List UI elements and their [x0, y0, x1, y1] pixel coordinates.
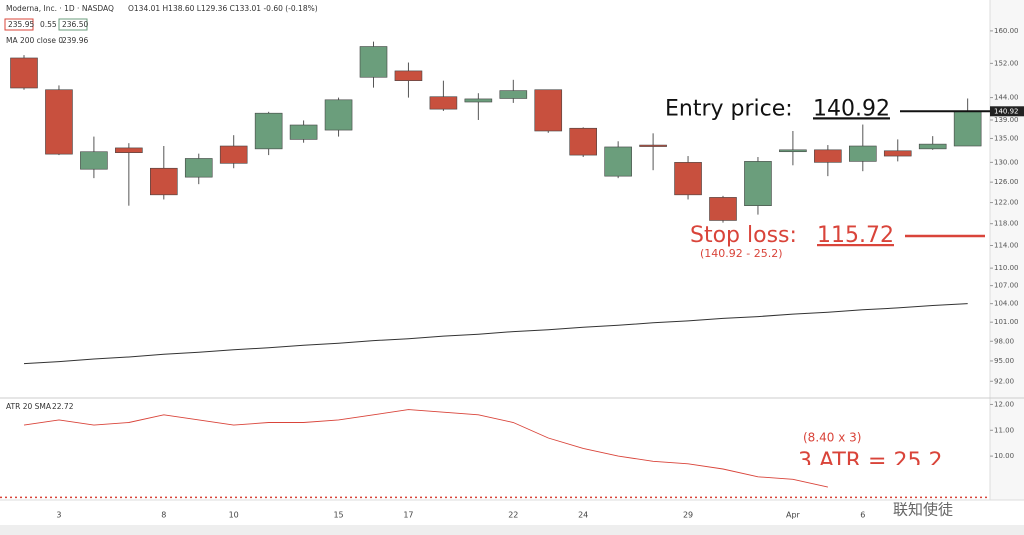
atr-label: 3 ATR = 25.2	[798, 449, 942, 474]
y-tick-label: 98.00	[994, 337, 1014, 345]
candle-body	[45, 89, 73, 155]
price-axis-bg	[990, 0, 1024, 500]
x-tick-label: 17	[403, 511, 413, 520]
candle-body	[80, 151, 108, 170]
candle-body	[499, 90, 528, 99]
candle-body	[604, 146, 632, 177]
ma-line	[23, 303, 968, 365]
y-tick-label: 95.00	[994, 357, 1014, 365]
y-tick-label: 126.00	[994, 178, 1019, 186]
quote: 235.95	[8, 20, 34, 29]
x-tick-label: 3	[56, 511, 61, 520]
candle-body	[359, 46, 388, 78]
y-tick-label: 104.00	[994, 300, 1019, 308]
y-tick-label: 107.00	[994, 282, 1019, 290]
atr-line	[23, 409, 828, 488]
quote-box	[58, 18, 88, 31]
stop-value: 115.72	[817, 223, 894, 248]
atr-legend-value: 22.72	[52, 402, 74, 411]
ma-legend: MA 200 close 0	[6, 36, 63, 45]
candle-body	[569, 127, 598, 156]
y-tick-label: 144.00	[994, 94, 1019, 102]
entry-value: 140.92	[813, 96, 890, 121]
y-tick-label: 130.00	[994, 158, 1019, 166]
candle-body	[709, 197, 737, 221]
y-tick-label: 12.00	[994, 400, 1014, 408]
candle-body	[848, 145, 877, 162]
atr-note: (8.40 x 3)	[803, 431, 861, 445]
chart-title: Moderna, Inc. · 1D · NASDAQ	[6, 4, 114, 13]
candle-body	[394, 70, 423, 81]
x-tick-label: 29	[683, 511, 693, 520]
ma-legend-value: 239.96	[62, 36, 88, 45]
watermark: 联知使徒	[893, 501, 953, 519]
y-tick-label: 11.00	[994, 426, 1014, 434]
candle-body	[464, 98, 493, 103]
candle-body	[150, 167, 178, 196]
entry-label: Entry price:	[665, 96, 793, 121]
candle-body	[429, 96, 458, 110]
bottom-bar	[0, 525, 1024, 535]
y-tick-label: 122.00	[994, 199, 1019, 207]
x-tick-label: 10	[229, 511, 239, 520]
candle-body	[534, 89, 563, 132]
y-tick-label: 110.00	[994, 264, 1019, 272]
y-tick-label: 92.00	[994, 377, 1014, 385]
candle-body	[918, 143, 947, 150]
x-tick-label: Apr	[786, 511, 801, 520]
y-tick-label: 152.00	[994, 59, 1019, 67]
stop-note: (140.92 - 25.2)	[700, 247, 783, 260]
candle-body	[289, 124, 318, 140]
candle-body	[184, 158, 213, 178]
price-badge-label: 140.92	[994, 107, 1019, 115]
quote: 0.55	[40, 20, 57, 29]
candle-body	[744, 161, 772, 206]
y-tick-label: 139.00	[994, 116, 1019, 124]
candle-body	[883, 150, 912, 157]
x-tick-label: 6	[860, 511, 865, 520]
y-tick-label: 135.00	[994, 134, 1019, 142]
candle-body	[219, 145, 248, 164]
candle-body	[324, 99, 353, 131]
candle-body	[779, 149, 807, 153]
atr-legend: ATR 20 SMA	[6, 402, 52, 411]
candle-body	[115, 147, 143, 153]
y-tick-label: 114.00	[994, 242, 1019, 250]
candle-body	[254, 112, 283, 150]
quote: 236.50	[62, 20, 88, 29]
y-tick-label: 160.00	[994, 27, 1019, 35]
candle-body	[674, 162, 702, 196]
candle-body	[953, 111, 982, 147]
y-tick-label: 118.00	[994, 220, 1019, 228]
stop-label: Stop loss:	[690, 223, 797, 248]
ohlc-text: O134.01 H138.60 L129.36 C133.01 -0.60 (-…	[128, 4, 318, 13]
x-tick-label: 15	[333, 511, 343, 520]
candle-body	[814, 149, 842, 163]
y-tick-label: 101.00	[994, 318, 1019, 326]
y-tick-label: 10.00	[994, 452, 1014, 460]
x-tick-label: 22	[508, 511, 518, 520]
candle-body	[639, 144, 667, 147]
candle-body	[10, 57, 38, 89]
price-badge	[990, 106, 1024, 117]
x-tick-label: 24	[578, 511, 588, 520]
quote-box	[4, 18, 34, 31]
x-tick-label: 8	[161, 511, 166, 520]
